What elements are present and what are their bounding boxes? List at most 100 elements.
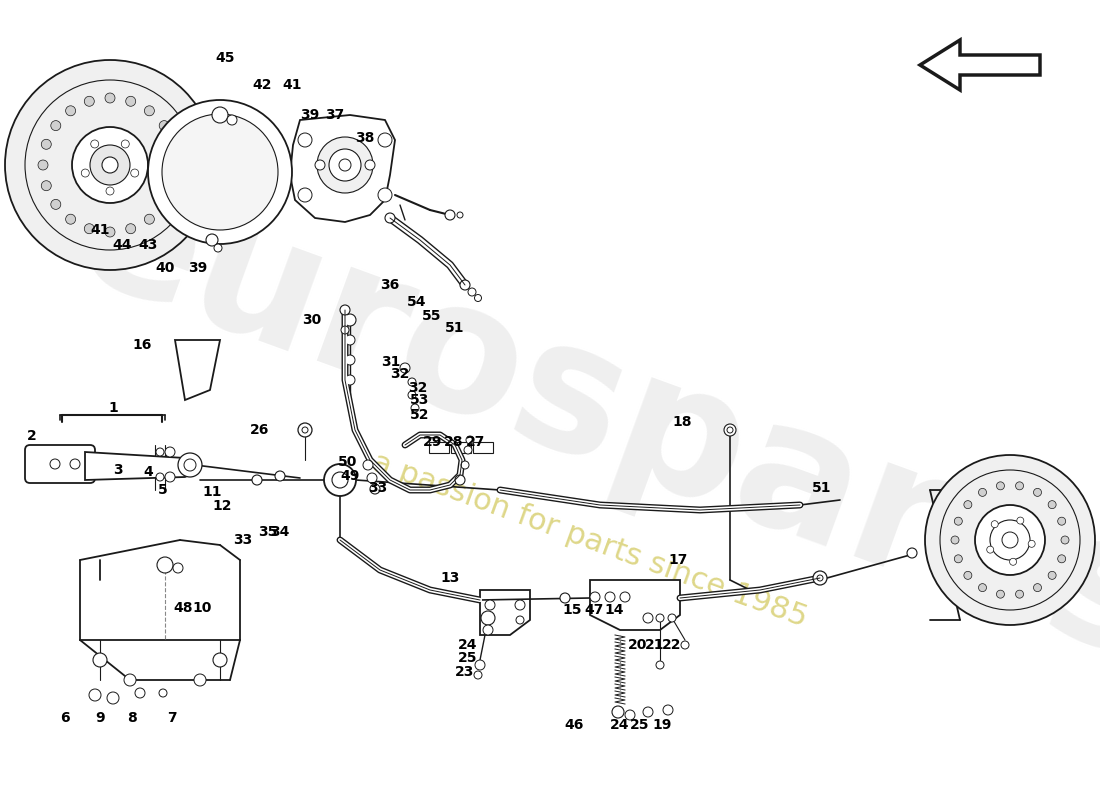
Circle shape	[85, 224, 95, 234]
Circle shape	[681, 641, 689, 649]
Circle shape	[160, 199, 169, 210]
Polygon shape	[590, 580, 680, 630]
Text: 15: 15	[562, 603, 582, 617]
Circle shape	[990, 520, 1030, 560]
Text: 45: 45	[216, 51, 234, 65]
Text: 24: 24	[459, 638, 477, 652]
Text: 32: 32	[408, 381, 428, 395]
Polygon shape	[290, 115, 395, 222]
Circle shape	[302, 427, 308, 433]
Circle shape	[1058, 555, 1066, 563]
Circle shape	[39, 160, 48, 170]
Circle shape	[298, 133, 312, 147]
Text: 53: 53	[410, 393, 430, 407]
Circle shape	[317, 137, 373, 193]
Circle shape	[474, 294, 482, 302]
Circle shape	[298, 188, 312, 202]
Text: 41: 41	[90, 223, 110, 237]
Circle shape	[997, 482, 1004, 490]
Circle shape	[1010, 558, 1016, 566]
Text: 44: 44	[112, 238, 132, 252]
Circle shape	[66, 214, 76, 224]
Circle shape	[644, 613, 653, 623]
Circle shape	[1048, 571, 1056, 579]
Text: 17: 17	[669, 553, 688, 567]
Circle shape	[411, 404, 419, 412]
Circle shape	[955, 517, 962, 525]
Circle shape	[370, 484, 379, 494]
Circle shape	[104, 93, 116, 103]
Circle shape	[135, 688, 145, 698]
Circle shape	[925, 455, 1094, 625]
Circle shape	[485, 600, 495, 610]
Circle shape	[332, 472, 348, 488]
Circle shape	[162, 114, 278, 230]
Text: 35: 35	[258, 525, 277, 539]
Circle shape	[157, 557, 173, 573]
Circle shape	[345, 335, 355, 345]
Circle shape	[107, 692, 119, 704]
Text: 36: 36	[381, 278, 399, 292]
Text: 7: 7	[167, 711, 177, 725]
Circle shape	[121, 140, 130, 148]
Text: 50: 50	[339, 455, 358, 469]
Circle shape	[42, 139, 52, 150]
Circle shape	[344, 314, 356, 326]
Circle shape	[400, 363, 410, 373]
Circle shape	[25, 80, 195, 250]
Circle shape	[212, 107, 228, 123]
Text: 20: 20	[628, 638, 648, 652]
Text: 41: 41	[283, 78, 301, 92]
Circle shape	[987, 546, 993, 553]
Circle shape	[1048, 501, 1056, 509]
Polygon shape	[85, 452, 195, 480]
Text: 33: 33	[233, 533, 253, 547]
Circle shape	[165, 447, 175, 457]
Circle shape	[102, 157, 118, 173]
Circle shape	[66, 106, 76, 116]
Circle shape	[1002, 532, 1018, 548]
Circle shape	[481, 611, 495, 625]
Circle shape	[727, 427, 733, 433]
FancyBboxPatch shape	[451, 442, 471, 453]
Circle shape	[1062, 536, 1069, 544]
Text: 4: 4	[143, 465, 153, 479]
Text: 40: 40	[155, 261, 175, 275]
Circle shape	[363, 460, 373, 470]
Circle shape	[378, 188, 392, 202]
Circle shape	[625, 710, 635, 720]
Text: 1: 1	[108, 401, 118, 415]
Circle shape	[475, 660, 485, 670]
Circle shape	[275, 471, 285, 481]
Text: 25: 25	[459, 651, 477, 665]
Circle shape	[1015, 590, 1024, 598]
Circle shape	[172, 160, 182, 170]
Circle shape	[89, 689, 101, 701]
Circle shape	[668, 614, 676, 622]
Text: 31: 31	[382, 355, 400, 369]
Circle shape	[51, 199, 60, 210]
Circle shape	[979, 488, 987, 496]
Circle shape	[160, 689, 167, 697]
Text: 43: 43	[139, 238, 157, 252]
Circle shape	[85, 96, 95, 106]
Text: 29: 29	[424, 435, 442, 449]
Circle shape	[516, 616, 524, 624]
Circle shape	[70, 459, 80, 469]
Text: 39: 39	[300, 108, 320, 122]
Circle shape	[252, 475, 262, 485]
Circle shape	[1034, 488, 1042, 496]
Circle shape	[125, 224, 135, 234]
Text: 5: 5	[158, 483, 168, 497]
Circle shape	[515, 600, 525, 610]
Circle shape	[378, 133, 392, 147]
Circle shape	[125, 96, 135, 106]
Circle shape	[446, 210, 455, 220]
Circle shape	[1058, 517, 1066, 525]
Text: 51: 51	[812, 481, 832, 495]
Circle shape	[663, 705, 673, 715]
Circle shape	[620, 592, 630, 602]
Circle shape	[106, 187, 114, 195]
Text: 25: 25	[630, 718, 650, 732]
Circle shape	[1016, 517, 1024, 524]
